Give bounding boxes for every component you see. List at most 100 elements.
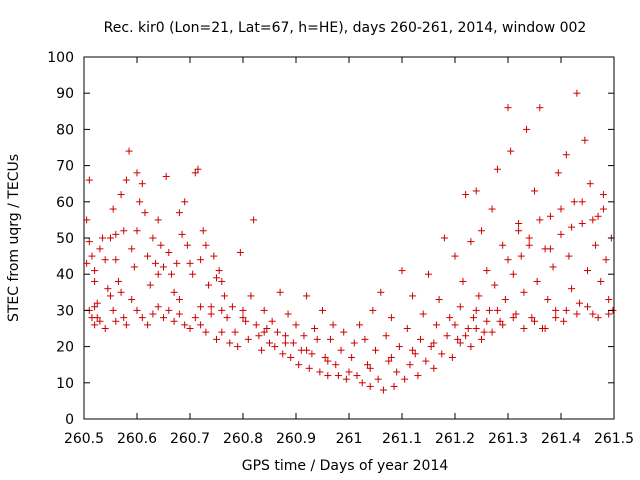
data-point	[536, 104, 544, 112]
data-point	[144, 321, 152, 329]
data-point	[247, 292, 255, 300]
data-point	[91, 321, 99, 329]
data-point	[568, 223, 576, 231]
data-point	[387, 353, 395, 361]
data-point	[85, 176, 93, 184]
data-point	[342, 375, 350, 383]
data-point	[549, 263, 557, 271]
data-point	[409, 346, 417, 354]
data-point	[552, 314, 560, 322]
data-point	[207, 310, 215, 318]
data-point	[215, 267, 223, 275]
data-point	[324, 372, 332, 380]
x-tick-label: 261.5	[594, 431, 634, 447]
data-point	[197, 303, 205, 311]
data-point	[175, 209, 183, 217]
data-point	[91, 277, 99, 285]
data-point	[133, 227, 141, 235]
data-point	[350, 339, 358, 347]
data-point	[446, 314, 454, 322]
data-point	[186, 325, 194, 332]
data-point	[372, 346, 379, 354]
data-point	[390, 382, 398, 390]
data-point	[210, 252, 218, 260]
data-point	[409, 292, 417, 300]
data-point	[602, 256, 610, 264]
data-point	[509, 314, 517, 322]
data-point	[520, 325, 528, 332]
data-point	[515, 227, 523, 235]
data-point	[483, 317, 491, 325]
data-point	[546, 245, 554, 253]
data-point	[133, 169, 141, 177]
data-point	[393, 368, 401, 376]
data-point	[329, 321, 337, 329]
data-point	[605, 296, 613, 304]
data-point	[284, 310, 292, 318]
data-point	[467, 343, 475, 351]
data-point	[554, 169, 562, 177]
data-point	[258, 346, 266, 354]
data-points	[83, 89, 617, 394]
data-point	[130, 263, 138, 271]
data-point	[382, 332, 390, 340]
data-point	[560, 317, 568, 325]
data-point	[496, 317, 504, 325]
data-point	[599, 191, 607, 199]
data-point	[414, 372, 422, 380]
data-point	[464, 325, 472, 332]
data-point	[385, 357, 393, 365]
data-point	[109, 205, 117, 213]
data-point	[154, 216, 162, 224]
data-point	[366, 382, 374, 390]
data-point	[337, 346, 345, 354]
data-point	[149, 234, 157, 242]
data-point	[181, 321, 189, 329]
data-point	[305, 364, 313, 372]
data-point	[443, 332, 451, 340]
data-point	[319, 306, 326, 314]
data-point	[451, 252, 459, 260]
data-point	[586, 180, 594, 188]
data-point	[138, 180, 146, 188]
data-point	[379, 386, 387, 394]
y-tick-label: 50	[56, 231, 74, 247]
data-point	[252, 321, 260, 329]
data-point	[369, 306, 377, 314]
data-point	[345, 368, 353, 376]
data-point	[504, 104, 512, 112]
data-point	[451, 321, 459, 329]
data-point	[488, 328, 496, 336]
data-point	[162, 172, 170, 180]
data-point	[194, 165, 202, 173]
data-point	[213, 335, 220, 343]
data-point	[541, 325, 549, 332]
data-point	[562, 306, 570, 314]
data-point	[136, 198, 144, 206]
data-point	[289, 339, 297, 347]
data-point	[202, 328, 210, 336]
data-point	[83, 259, 91, 267]
data-point	[427, 343, 435, 351]
data-point	[191, 169, 199, 177]
data-point	[242, 317, 250, 325]
data-point	[411, 350, 419, 358]
data-point	[422, 357, 430, 365]
data-point	[584, 267, 591, 275]
data-point	[326, 335, 334, 343]
data-point	[334, 372, 342, 380]
data-point	[552, 306, 560, 314]
data-point	[462, 332, 470, 340]
data-point	[154, 303, 162, 311]
data-point	[395, 343, 403, 351]
x-tick-label: 260.5	[64, 431, 104, 447]
data-point	[281, 339, 289, 347]
data-point	[459, 277, 467, 285]
data-point	[292, 321, 300, 329]
data-point	[406, 361, 414, 369]
data-point	[470, 314, 478, 322]
data-point	[189, 270, 197, 278]
data-point	[589, 310, 597, 318]
data-point	[531, 187, 538, 195]
data-point	[128, 245, 136, 253]
